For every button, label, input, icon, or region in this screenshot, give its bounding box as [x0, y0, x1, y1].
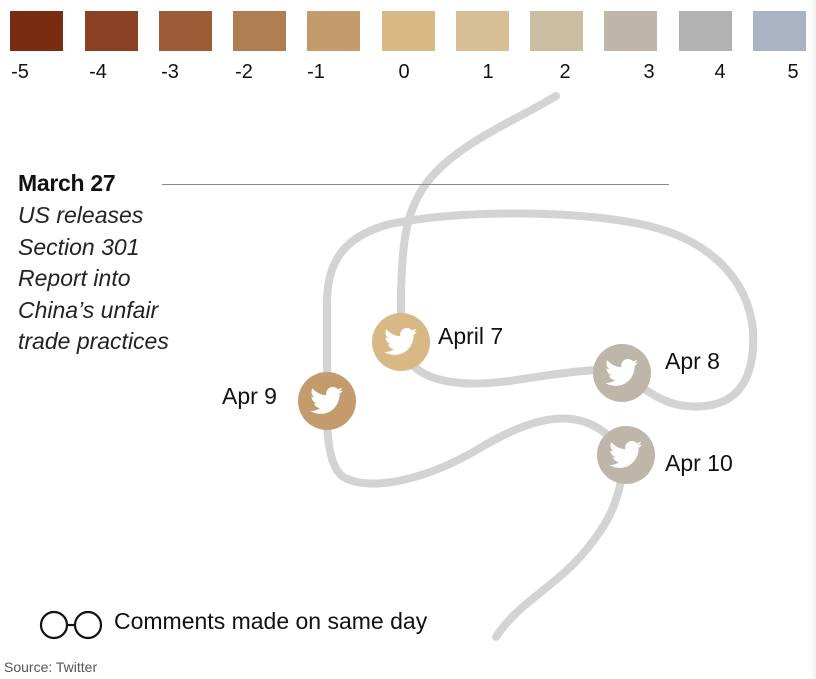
scale-label-0: 0 — [398, 61, 410, 83]
scale-swatch-m5 — [10, 11, 63, 51]
scale-swatch-m1 — [307, 11, 360, 51]
scale-swatch-p2 — [530, 11, 583, 51]
twitter-bird-icon — [384, 328, 418, 355]
twitter-bird-icon — [605, 359, 639, 386]
scale-label-p5: 5 — [787, 61, 799, 83]
scale-label-p3: 3 — [643, 61, 655, 83]
scale-swatch-p3 — [604, 11, 657, 51]
event-line: Section 301 — [18, 233, 140, 260]
legend-label: Comments made on same day — [114, 608, 428, 634]
page-edge-shadow — [810, 0, 816, 679]
event-description: US releases Section 301 Report into Chin… — [18, 200, 169, 358]
scale-label-m5: -5 — [11, 61, 29, 83]
scale-swatch-p1 — [456, 11, 509, 51]
scale-label-p1: 1 — [482, 61, 494, 83]
scale-label-m1: -1 — [307, 61, 325, 83]
tweet-node-apr-8[interactable] — [593, 344, 651, 402]
tweet-node-apr-10[interactable] — [597, 426, 655, 484]
scale-label-m3: -3 — [161, 61, 179, 83]
event-line: trade practices — [18, 328, 169, 354]
event-line: Report into — [18, 265, 131, 291]
scale-swatch-p5 — [753, 11, 806, 51]
tweet-node-april-7[interactable] — [372, 313, 430, 371]
event-line: US releases — [18, 202, 144, 228]
scale-label-p2: 2 — [559, 61, 571, 83]
event-date: March 27 — [18, 170, 116, 196]
twitter-bird-icon — [310, 387, 344, 414]
tweet-label-apr-10: Apr 10 — [665, 450, 733, 476]
tweet-label-apr-9: Apr 9 — [222, 383, 277, 409]
sentiment-scale: -5 -4 -3 -2 -1 0 1 2 3 4 5 — [0, 0, 816, 90]
scale-swatch-0 — [382, 11, 435, 51]
event-line: China’s unfair — [18, 296, 159, 323]
twitter-bird-icon — [609, 441, 643, 468]
tweet-label-apr-8: Apr 8 — [665, 348, 720, 374]
tweet-node-apr-9[interactable] — [298, 372, 356, 430]
event-leader-line — [162, 184, 669, 185]
linked-circles-icon — [39, 610, 103, 640]
scale-swatch-m2 — [233, 11, 286, 51]
scale-swatch-m3 — [159, 11, 212, 51]
scale-swatch-m4 — [85, 11, 138, 51]
scale-swatch-p4 — [679, 11, 732, 51]
scale-label-m4: -4 — [89, 61, 107, 83]
tweet-label-april-7: April 7 — [438, 323, 504, 349]
source-credit: Source: Twitter — [4, 659, 98, 675]
scale-label-m2: -2 — [235, 61, 253, 83]
scale-label-p4: 4 — [714, 61, 726, 83]
